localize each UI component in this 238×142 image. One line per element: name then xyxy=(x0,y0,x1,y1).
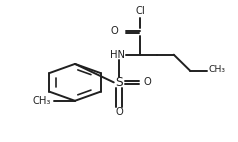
Text: S: S xyxy=(115,76,123,89)
Text: Cl: Cl xyxy=(136,6,145,16)
Text: O: O xyxy=(144,77,151,87)
Text: O: O xyxy=(115,107,123,117)
Text: CH₃: CH₃ xyxy=(33,96,51,106)
Text: HN: HN xyxy=(110,50,125,60)
Text: CH₃: CH₃ xyxy=(208,65,225,74)
Text: O: O xyxy=(110,26,118,36)
